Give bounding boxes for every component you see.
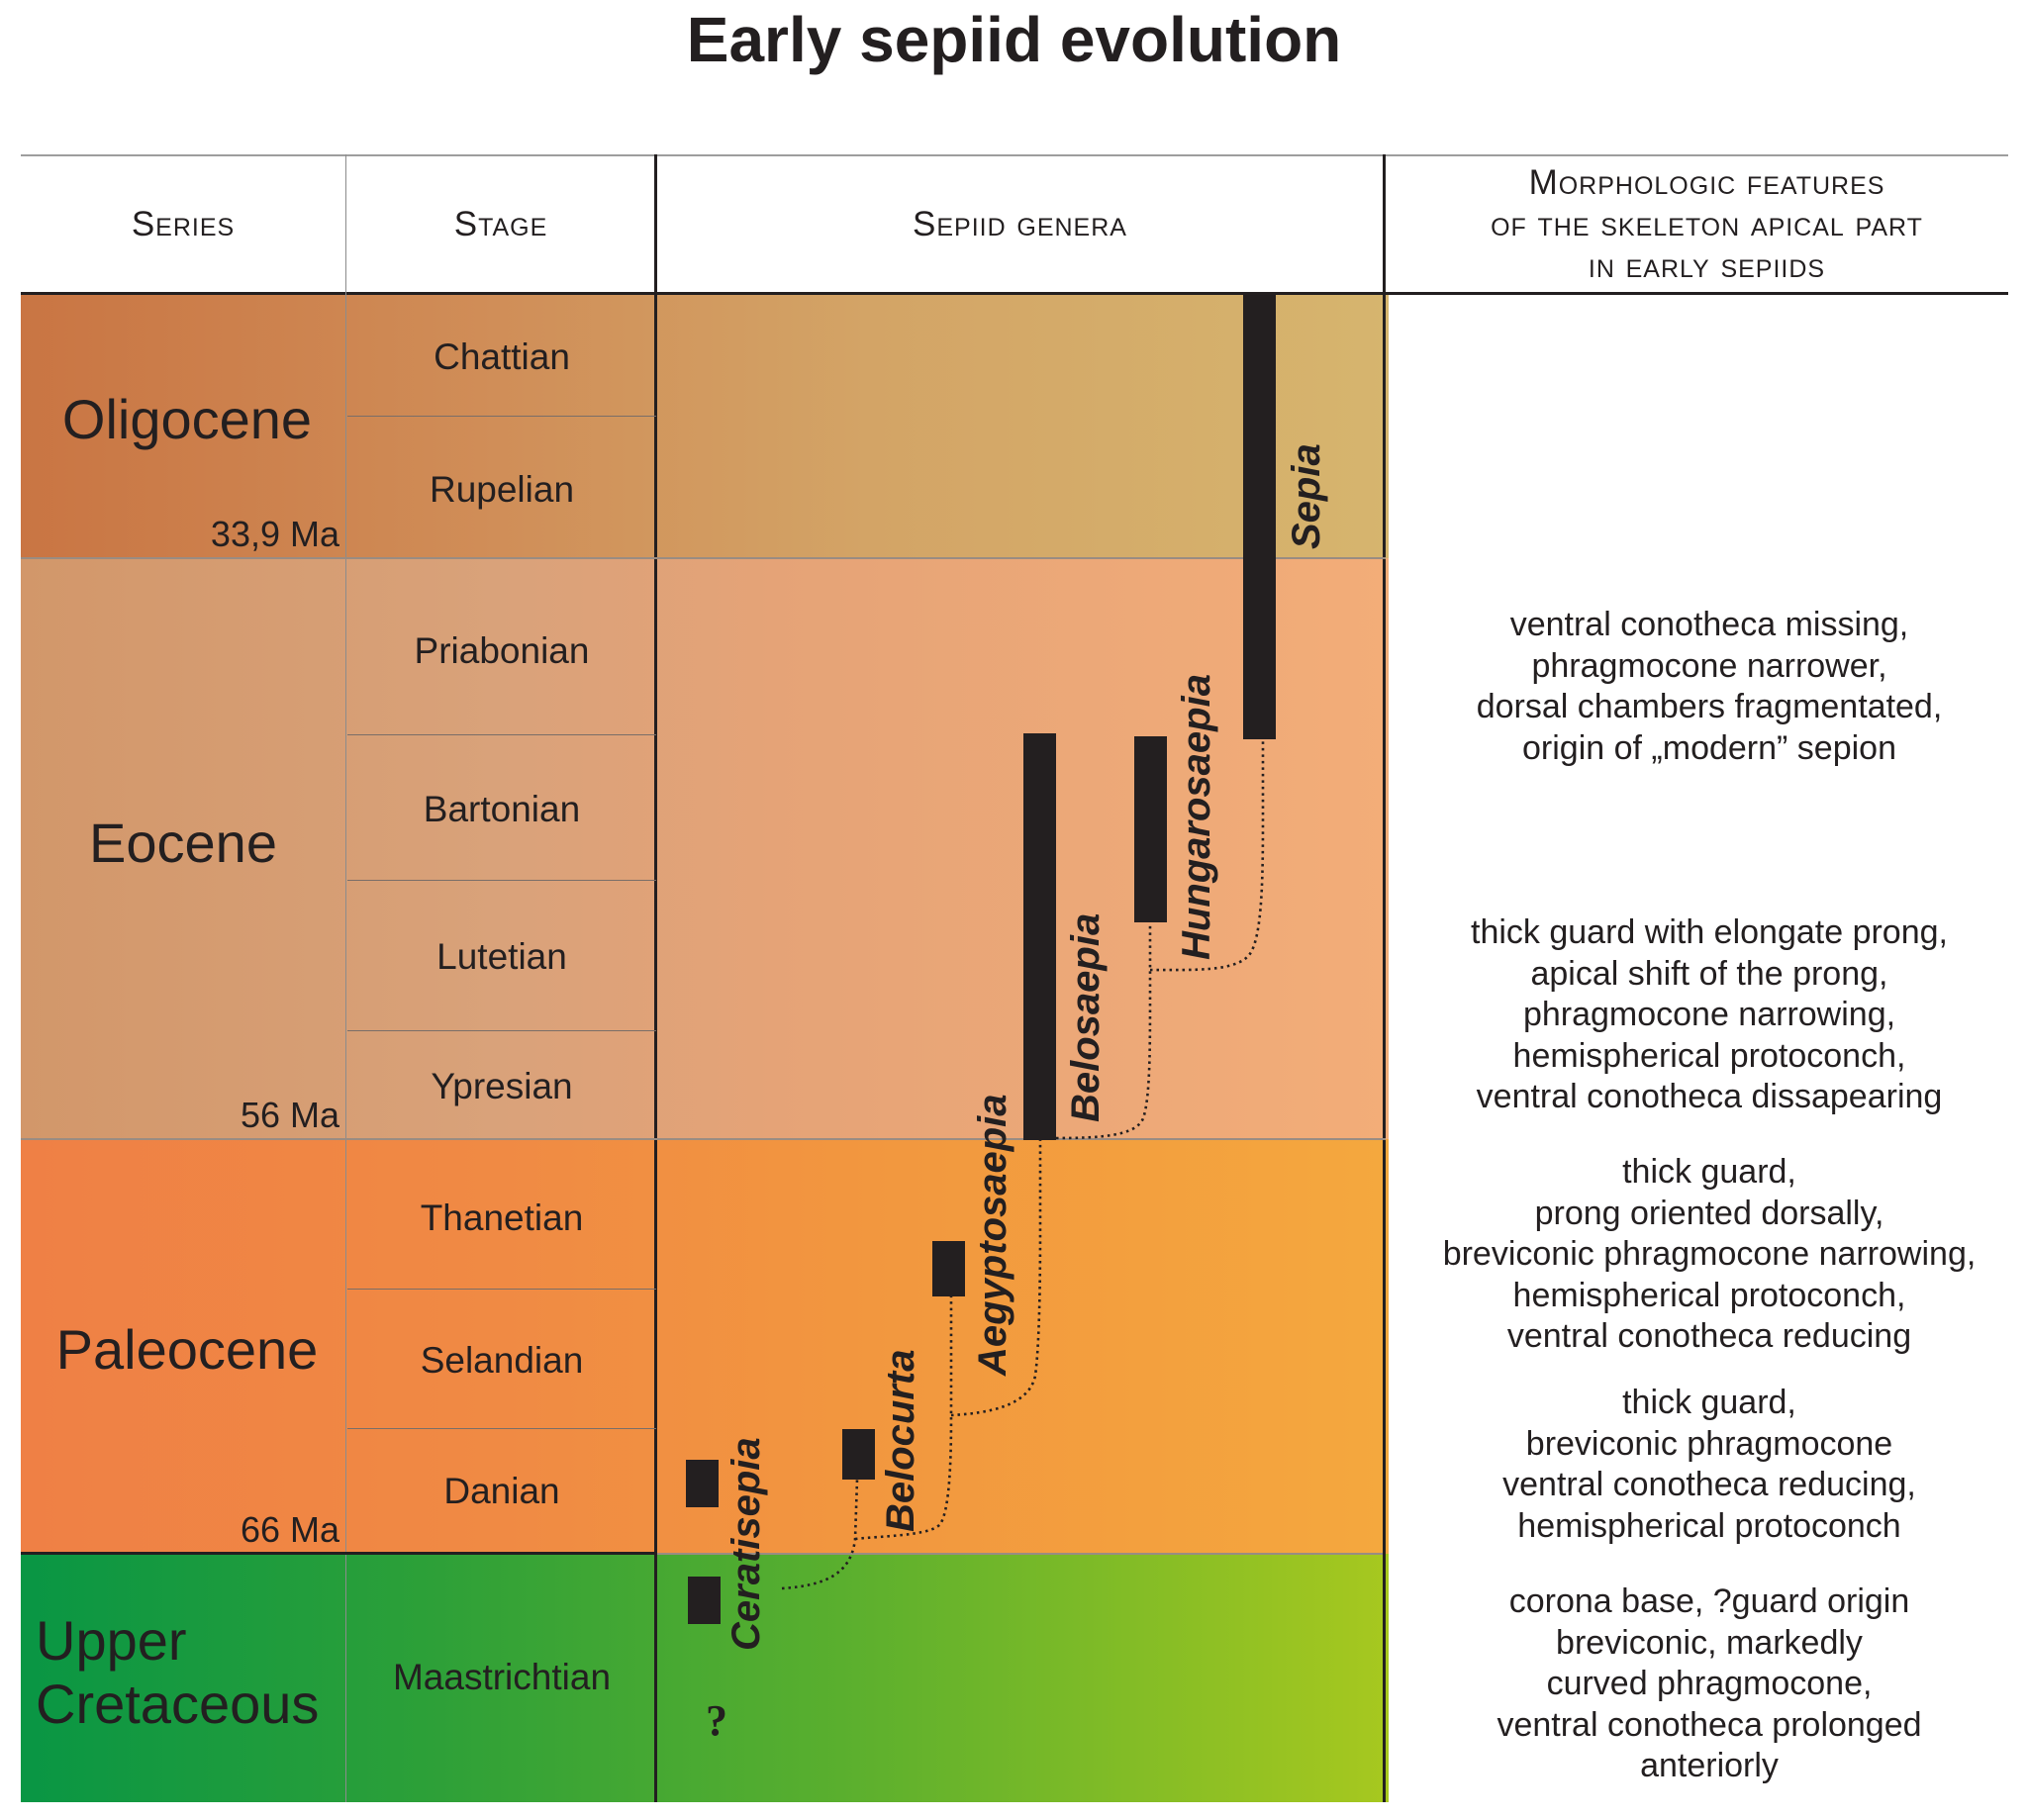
genus-label-hungarosaepia: Hungarosaepia	[1175, 674, 1218, 960]
stage-priabonian: Priabonian	[414, 630, 590, 671]
header-bottom-line	[21, 292, 2008, 295]
series-oligocene: Oligocene	[61, 388, 313, 450]
header-morphology-line: of the skeleton apical part	[1491, 205, 1923, 243]
morph-line: hemispherical protoconch,	[1512, 1276, 1906, 1314]
boundary-eocene-paleocene	[21, 1138, 1386, 1140]
stage-line	[347, 416, 656, 417]
morph-line: phragmocone narrower,	[1531, 646, 1887, 685]
divider-stage-genera	[654, 154, 657, 1802]
age-paleocene: 66 Ma	[240, 1509, 339, 1550]
stage-maastrichtian: Maastrichtian	[392, 1657, 612, 1697]
lineage-hungarosaepia-sepia	[1149, 739, 1265, 972]
lineage-belosaepia-hungarosaepia	[1055, 922, 1152, 1140]
header-series: Series	[131, 205, 236, 243]
series-eocene: Eocene	[89, 812, 277, 874]
age-eocene: 56 Ma	[240, 1095, 339, 1135]
range-bar-belosaepia	[1023, 733, 1056, 1140]
morph-line: dorsal chambers fragmentated,	[1476, 688, 1943, 725]
morph-block-danian: thick guard, breviconic phragmocone vent…	[1391, 1383, 2028, 1547]
range-bar-belocurta	[842, 1429, 875, 1480]
question-mark: ?	[706, 1696, 727, 1745]
morph-line: prong oriented dorsally,	[1534, 1194, 1884, 1232]
stage-lutetian: Lutetian	[436, 936, 567, 977]
morph-line: ventral conotheca dissapearing	[1476, 1078, 1943, 1115]
stage-chattian: Chattian	[434, 336, 570, 377]
range-bar-ceratisepia-maastrichtian	[688, 1577, 721, 1624]
range-bar-ceratisepia-danian	[686, 1460, 719, 1507]
boundary-oligocene-eocene	[21, 557, 1386, 559]
morph-line: curved phragmocone,	[1546, 1665, 1873, 1702]
genus-label-belosaepia: Belosaepia	[1064, 913, 1108, 1122]
morph-line: ventral conotheca reducing	[1506, 1317, 1912, 1355]
genus-label-sepia: Sepia	[1285, 443, 1328, 549]
header-stage: Stage	[453, 205, 548, 243]
boundary-cretaceous-paleogene	[21, 1552, 654, 1555]
stage-line	[347, 734, 656, 735]
header-genera: Sepiid genera	[913, 205, 1127, 243]
morph-line: thick guard,	[1622, 1153, 1796, 1191]
morph-line: anteriorly	[1640, 1747, 1779, 1784]
header-morphology-line: Morphologic features	[1528, 163, 1885, 202]
range-bar-aegyptosaepia	[932, 1241, 965, 1296]
divider-series-stage	[345, 154, 346, 1802]
morph-block-maastrichtian: corona base, ?guard origin breviconic, m…	[1391, 1581, 2028, 1787]
series-paleocene: Paleocene	[55, 1318, 319, 1381]
age-oligocene: 33,9 Ma	[210, 514, 339, 554]
morph-line: phragmocone narrowing,	[1522, 996, 1896, 1033]
stage-line	[347, 880, 656, 881]
header-morphology-line: in early sepiids	[1588, 246, 1826, 285]
divider-genera-morph	[1383, 154, 1386, 1802]
morph-line: ventral conotheca prolonged	[1497, 1705, 1922, 1744]
stage-bartonian: Bartonian	[423, 789, 581, 829]
series-cretaceous: Upper Cretaceous	[36, 1609, 319, 1736]
morph-line: breviconic phragmocone narrowing,	[1442, 1235, 1977, 1273]
morph-block-eocene: thick guard with elongate prong, apical …	[1391, 912, 2028, 1118]
header-top-line	[21, 154, 2008, 156]
stage-selandian: Selandian	[420, 1340, 584, 1381]
genus-label-belocurta: Belocurta	[879, 1350, 922, 1533]
stage-ypresian: Ypresian	[431, 1066, 573, 1106]
morph-line: breviconic, markedly	[1556, 1623, 1863, 1662]
lineage-ceratisepia-belocurta	[781, 1479, 859, 1590]
stage-thanetian: Thanetian	[420, 1197, 584, 1238]
morph-line: ventral conotheca missing,	[1509, 606, 1909, 643]
morph-line: breviconic phragmocone	[1525, 1424, 1893, 1463]
range-bar-hungarosaepia	[1134, 736, 1167, 922]
morph-line: origin of „modern” sepion	[1522, 728, 1896, 767]
morph-line: hemispherical protoconch	[1517, 1506, 1901, 1545]
stage-line	[347, 1030, 656, 1031]
genus-label-ceratisepia: Ceratisepia	[724, 1437, 768, 1651]
stage-danian: Danian	[443, 1471, 560, 1511]
genus-label-aegyptosaepia: Aegyptosaepia	[971, 1094, 1014, 1377]
morph-line: thick guard,	[1622, 1384, 1796, 1421]
morph-block-oligocene-priabonian: ventral conotheca missing, phragmocone n…	[1391, 605, 2028, 769]
diagram-title: Early sepiid evolution	[686, 4, 1342, 75]
morph-line: corona base, ?guard origin	[1508, 1582, 1910, 1620]
lineage-aegyptosaepia-belosaepia	[950, 1140, 1042, 1417]
boundary-cretaceous-paleogene-genera	[657, 1553, 1383, 1555]
morph-block-paleocene-upper: thick guard, prong oriented dorsally, br…	[1391, 1152, 2028, 1358]
stage-line	[347, 1428, 656, 1429]
stage-rupelian: Rupelian	[429, 469, 575, 510]
morph-line: thick guard with elongate prong,	[1471, 913, 1948, 951]
range-bar-sepia	[1243, 294, 1276, 739]
series-cretaceous-line: Cretaceous	[36, 1673, 320, 1735]
stage-line	[347, 1289, 656, 1290]
header-morphology: Morphologic features of the skeleton api…	[1386, 155, 2028, 294]
morph-line: apical shift of the prong,	[1530, 954, 1888, 993]
morph-line: ventral conotheca reducing,	[1502, 1466, 1916, 1503]
morph-line: hemispherical protoconch,	[1512, 1036, 1906, 1075]
series-cretaceous-line: Upper	[36, 1609, 187, 1672]
oligocene-band	[21, 294, 1389, 558]
